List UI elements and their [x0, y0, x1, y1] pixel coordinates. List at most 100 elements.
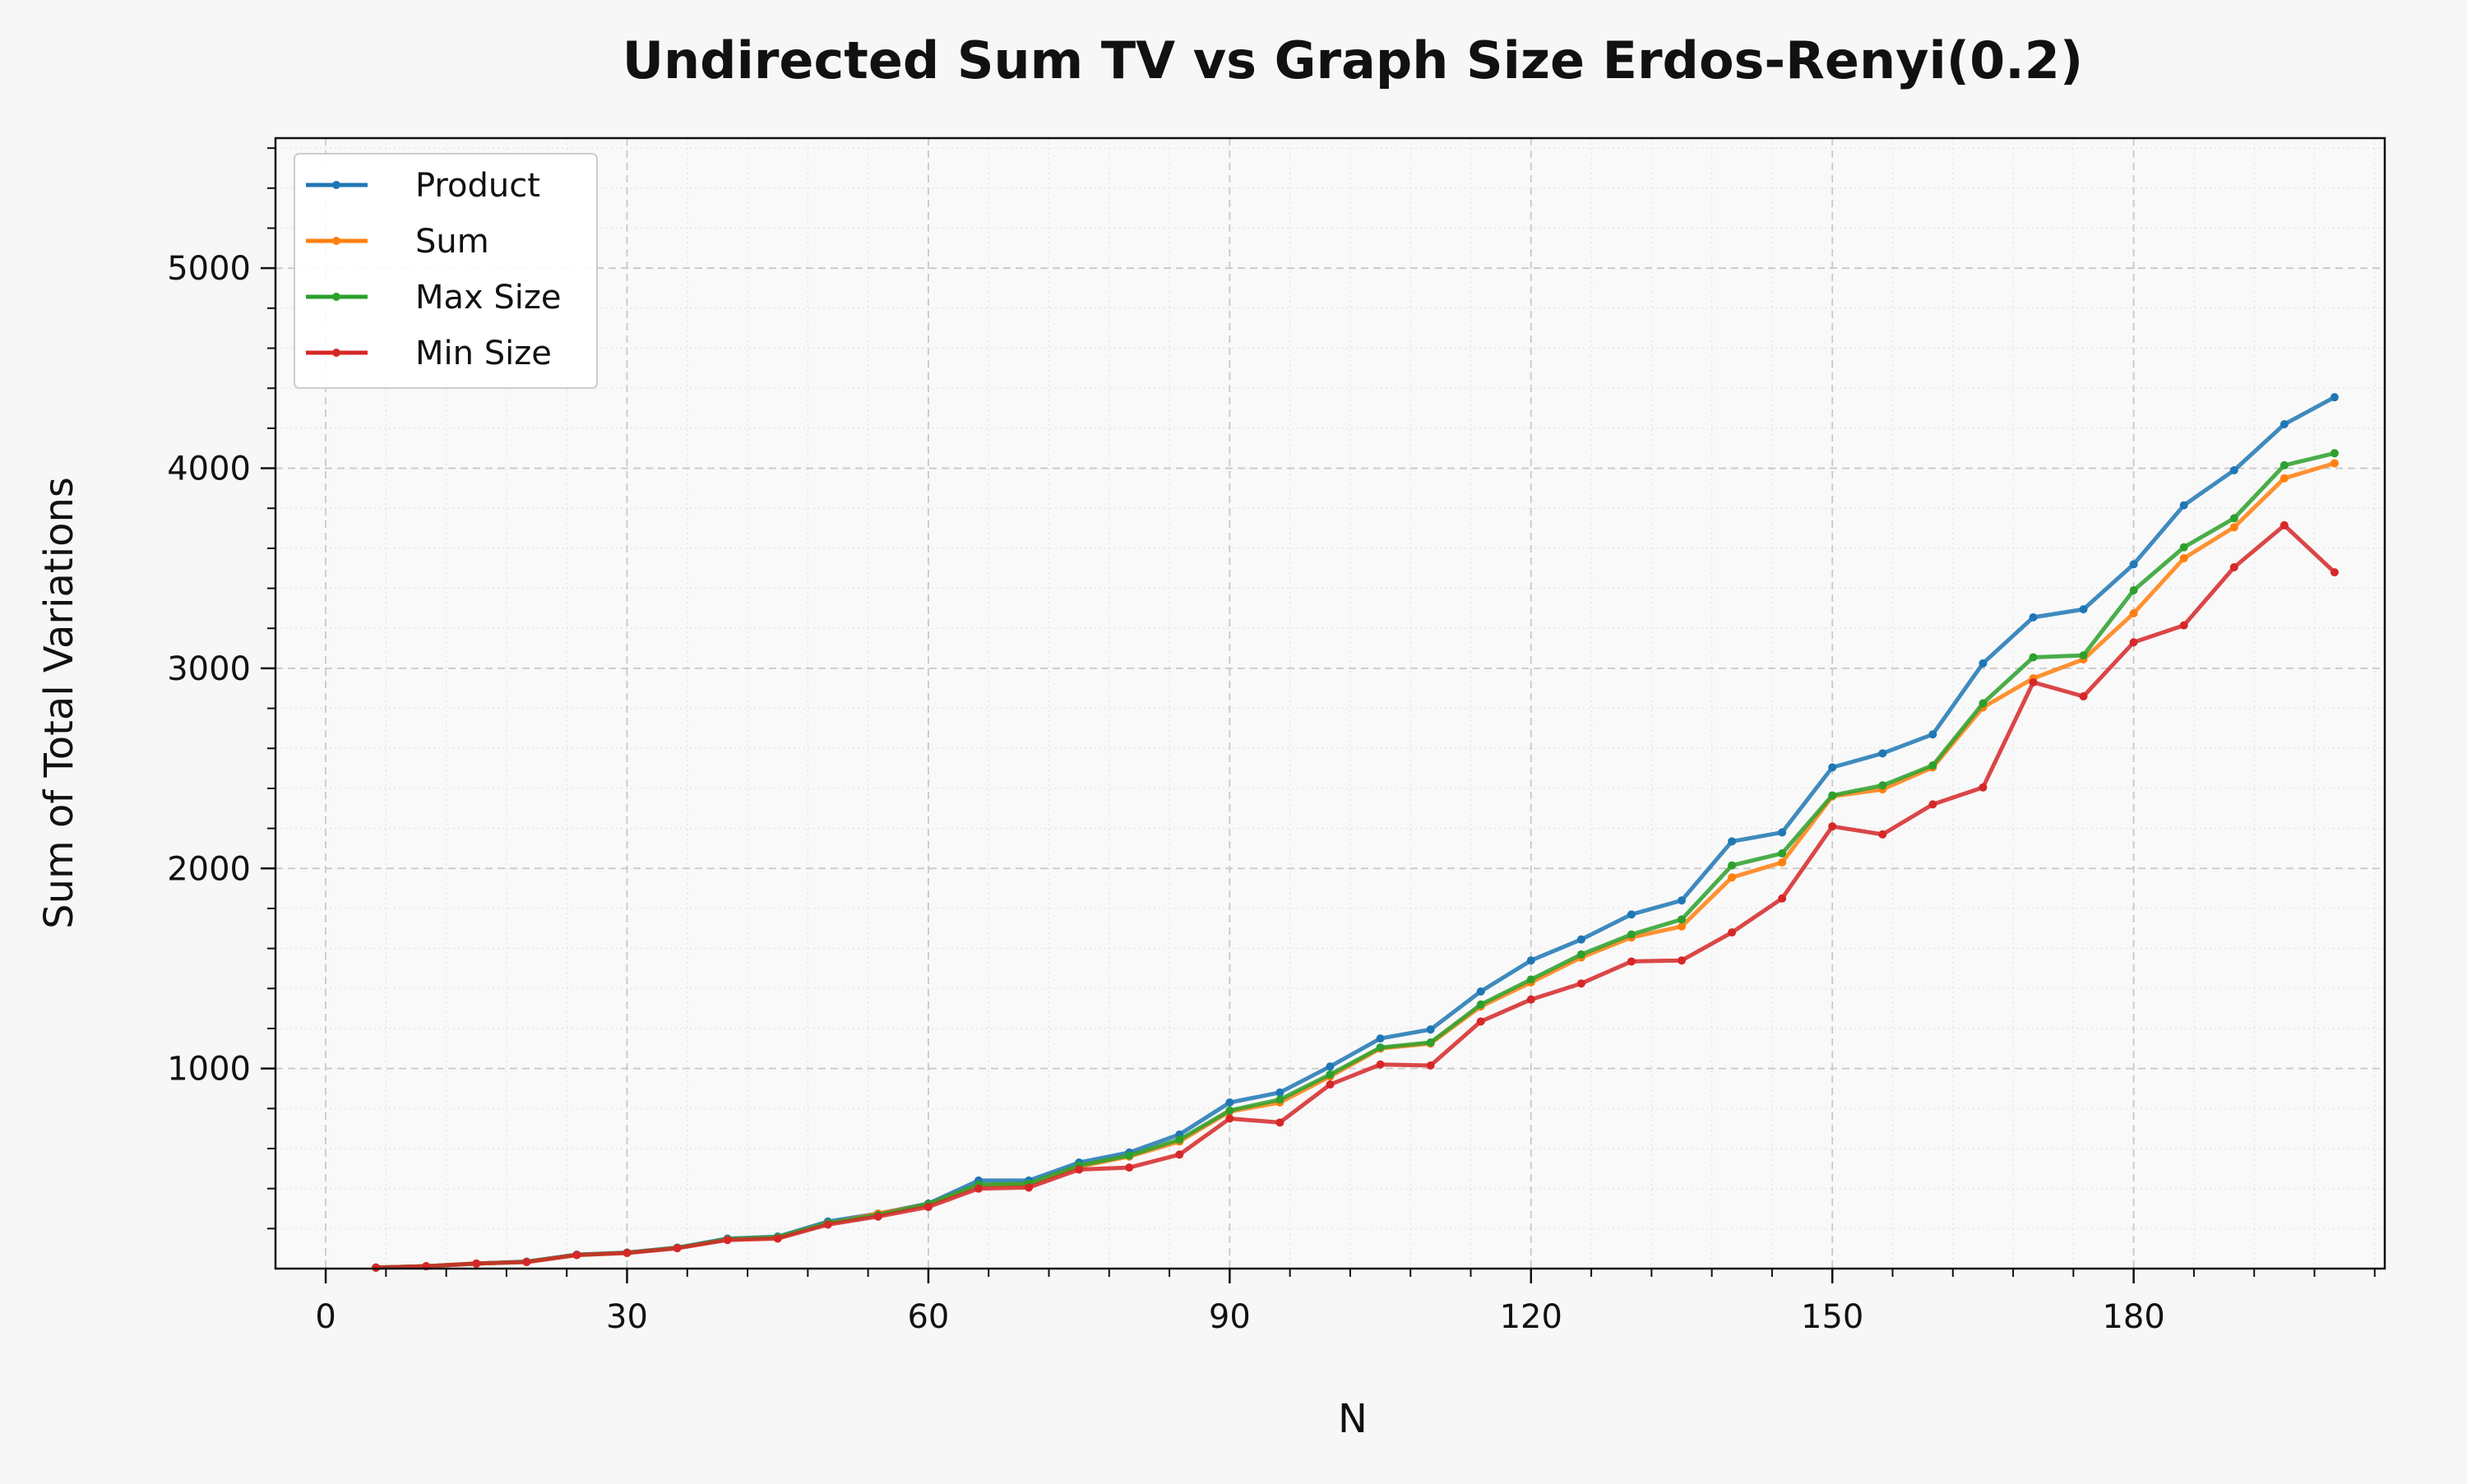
series-line-min-size: [376, 523, 2336, 1270]
data-point-max-size: [1526, 975, 1535, 984]
data-point-min-size: [2129, 638, 2138, 647]
data-point-max-size: [2129, 586, 2138, 594]
data-point-max-size: [1728, 861, 1737, 870]
data-point-max-size: [1979, 699, 1988, 708]
data-point-max-size: [1275, 1095, 1284, 1104]
x-axis: 0 30 60 90 120 150 180: [315, 1269, 2376, 1336]
data-point-product: [1678, 896, 1686, 905]
series-min-size: [372, 520, 2339, 1272]
data-point-sum: [1728, 873, 1737, 882]
legend-box: [294, 153, 598, 389]
data-point-min-size: [773, 1234, 782, 1243]
data-point-max-size: [1828, 791, 1837, 800]
x-tick-label: 180: [2102, 1298, 2164, 1336]
data-point-min-size: [2280, 520, 2289, 529]
x-tick-label: 120: [1500, 1298, 1562, 1336]
data-point-product: [1326, 1062, 1335, 1071]
data-point-min-size: [472, 1259, 481, 1268]
data-point-max-size: [1878, 781, 1887, 790]
data-point-max-size: [2280, 460, 2289, 469]
data-point-sum: [2129, 608, 2138, 617]
plot-frame: [274, 136, 2386, 1270]
data-point-min-size: [1728, 928, 1737, 937]
data-point-min-size: [2330, 568, 2339, 577]
legend-marker-sum: [332, 237, 340, 245]
data-point-product: [2079, 605, 2088, 614]
x-axis-label: N: [1338, 1396, 1368, 1442]
data-point-min-size: [1828, 822, 1837, 831]
legend-marker-product: [332, 181, 340, 189]
data-point-min-size: [673, 1244, 682, 1253]
x-tick-label: 150: [1801, 1298, 1863, 1336]
data-point-min-size: [1526, 995, 1535, 1004]
data-point-min-size: [1576, 979, 1585, 988]
legend-marker-max-size: [332, 293, 340, 301]
data-point-max-size: [1376, 1043, 1385, 1052]
data-point-max-size: [2079, 651, 2088, 660]
data-point-max-size: [2179, 543, 2188, 552]
x-tick-label: 30: [606, 1298, 648, 1336]
legend-label-sum: Sum: [415, 223, 489, 261]
data-point-min-size: [1025, 1183, 1034, 1192]
data-point-product: [1778, 828, 1787, 837]
legend-marker-min-size: [332, 349, 340, 357]
data-point-min-size: [1376, 1060, 1385, 1069]
data-point-product: [1476, 987, 1485, 996]
data-point-product: [1878, 749, 1887, 758]
data-point-product: [1275, 1088, 1284, 1097]
data-point-product: [1376, 1034, 1385, 1043]
data-point-max-size: [1678, 915, 1686, 924]
data-point-min-size: [2079, 691, 2088, 700]
data-point-max-size: [2330, 449, 2339, 458]
data-point-max-size: [1576, 950, 1585, 959]
data-point-min-size: [1075, 1165, 1084, 1174]
data-point-product: [1426, 1025, 1435, 1034]
chart-title: Undirected Sum TV vs Graph Size Erdos-Re…: [623, 30, 2084, 90]
data-point-min-size: [1979, 783, 1988, 792]
data-point-min-size: [522, 1257, 531, 1266]
data-point-product: [2129, 560, 2138, 569]
data-point-min-size: [1225, 1114, 1234, 1123]
data-point-min-size: [2229, 563, 2238, 572]
data-point-sum: [1678, 922, 1686, 931]
y-tick-label: 4000: [167, 451, 251, 488]
data-point-product: [1526, 956, 1535, 965]
data-point-min-size: [1125, 1163, 1134, 1172]
data-point-min-size: [1275, 1118, 1284, 1127]
data-point-product: [2330, 393, 2339, 402]
data-point-max-size: [1175, 1135, 1184, 1144]
data-point-min-size: [1326, 1080, 1335, 1089]
data-point-sum: [2330, 459, 2339, 468]
data-point-product: [1828, 763, 1837, 772]
data-point-sum: [2179, 554, 2188, 563]
series-layer: [372, 393, 2339, 1272]
data-point-min-size: [1476, 1017, 1485, 1026]
legend-label-max-size: Max Size: [415, 279, 562, 317]
x-tick-label: 60: [907, 1298, 949, 1336]
data-point-min-size: [1627, 957, 1636, 966]
data-point-product: [1576, 935, 1585, 944]
data-point-min-size: [2029, 677, 2038, 687]
data-point-sum: [1778, 858, 1787, 867]
legend: Product Sum Max Size Min Size: [294, 153, 598, 389]
data-point-product: [2029, 613, 2038, 622]
data-point-max-size: [1778, 849, 1787, 858]
data-point-product: [1728, 837, 1737, 846]
data-point-max-size: [2229, 514, 2238, 523]
data-point-sum: [2280, 474, 2289, 483]
data-point-product: [1225, 1098, 1234, 1107]
y-axis-label: Sum of Total Variations: [36, 477, 82, 929]
data-point-min-size: [1778, 894, 1787, 903]
y-tick-label: 5000: [167, 250, 251, 288]
data-point-min-size: [1928, 800, 1937, 809]
data-point-max-size: [1326, 1070, 1335, 1079]
data-point-min-size: [974, 1184, 983, 1193]
data-point-min-size: [572, 1251, 581, 1260]
y-tick-label: 1000: [167, 1051, 251, 1089]
data-point-min-size: [923, 1203, 933, 1212]
data-point-product: [1627, 910, 1636, 919]
data-point-product: [2229, 465, 2238, 474]
data-point-product: [1928, 730, 1937, 739]
